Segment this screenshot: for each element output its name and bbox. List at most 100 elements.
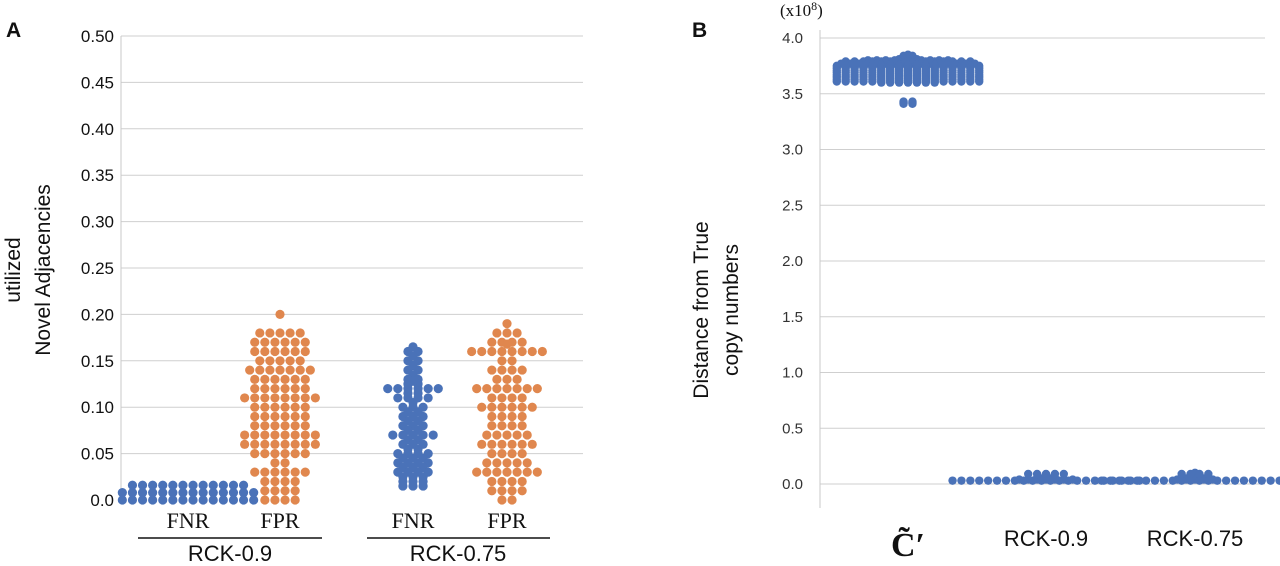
panel-a-point xyxy=(393,384,403,394)
panel-a-point xyxy=(487,486,497,496)
panel-b-point xyxy=(868,77,877,86)
panel-a-y-tick-label: 0.15 xyxy=(81,352,114,371)
panel-a-point xyxy=(507,421,517,431)
panel-a-point xyxy=(300,439,310,449)
panel-b-point xyxy=(1059,469,1069,479)
panel-b-point xyxy=(832,77,841,86)
panel-b-point xyxy=(1097,476,1106,485)
panel-b-y-tick-label: 1.0 xyxy=(782,365,803,382)
panel-a-point xyxy=(300,467,310,477)
panel-a-point xyxy=(492,374,502,384)
panel-a-point xyxy=(255,328,265,338)
panel-a-point xyxy=(497,356,507,366)
panel-a-point xyxy=(285,356,295,366)
panel-a-point xyxy=(507,402,517,412)
panel-a-point xyxy=(310,439,320,449)
panel-a-point xyxy=(290,486,300,496)
panel-a-point xyxy=(487,421,497,431)
panel-a-point xyxy=(255,365,265,375)
panel-b-point xyxy=(1204,469,1213,479)
panel-a-point xyxy=(270,449,280,459)
panel-a-point xyxy=(280,467,290,477)
panel-a-point xyxy=(517,421,527,431)
panel-b-point xyxy=(921,78,930,87)
panel-b-point xyxy=(1037,476,1046,485)
panel-a-point xyxy=(517,402,527,412)
panel-a-point xyxy=(158,495,168,505)
panel-a-point xyxy=(250,430,260,440)
panel-a-point xyxy=(512,328,522,338)
panel-a-point xyxy=(507,346,517,357)
panel-b-y-tick-label: 4.0 xyxy=(782,30,803,47)
panel-a-category-label: FNR xyxy=(167,508,210,533)
panel-b-point xyxy=(1132,476,1142,485)
panel-a-point xyxy=(532,467,542,477)
panel-a-point xyxy=(148,495,158,505)
panel-a-y-tick-label: 0.45 xyxy=(81,73,114,92)
panel-b-point xyxy=(1124,476,1133,485)
panel-a-point xyxy=(275,365,285,375)
panel-a-points xyxy=(117,309,547,505)
panel-a-point xyxy=(275,309,285,319)
panel-a-point xyxy=(280,374,290,384)
panel-a-point xyxy=(300,337,310,347)
panel-a-point xyxy=(512,467,522,477)
panel-a-point xyxy=(245,365,255,375)
panel-b-point xyxy=(1177,469,1186,479)
panel-a-point xyxy=(117,488,127,498)
panel-a-point xyxy=(280,402,290,412)
panel-a-point xyxy=(270,467,280,477)
panel-a-point xyxy=(178,495,188,505)
panel-a-point xyxy=(507,365,517,375)
panel-a-letter: A xyxy=(6,19,21,42)
panel-a-point xyxy=(527,439,537,449)
panel-a-category-label: FPR xyxy=(260,508,299,533)
panel-b-point xyxy=(948,476,957,485)
panel-a-point xyxy=(208,480,218,490)
group-label-rck-075: RCK-0.75 xyxy=(410,541,507,566)
panel-a-point xyxy=(295,365,305,375)
panel-a-point xyxy=(492,384,502,394)
panel-a-point xyxy=(290,430,300,440)
panel-a-point xyxy=(502,339,512,349)
panel-a-point xyxy=(507,486,517,496)
panel-a-point xyxy=(218,488,228,498)
panel-a-point xyxy=(127,495,138,505)
panel-a-point xyxy=(250,384,260,394)
panel-b-point xyxy=(1186,469,1195,479)
panel-a-point xyxy=(260,337,270,347)
panel-a-point xyxy=(512,374,522,384)
panel-b-point xyxy=(1141,476,1151,485)
panel-b-point xyxy=(859,77,868,86)
panel-a-point xyxy=(517,439,527,449)
panel-a-point xyxy=(487,346,497,357)
panel-a-point xyxy=(310,430,320,440)
panel-a-point xyxy=(270,384,280,394)
panel-a-point xyxy=(517,411,527,422)
panel-a-point xyxy=(492,458,502,468)
panel-a-point xyxy=(270,439,280,449)
panel-a-point xyxy=(522,430,532,440)
panel-a-point xyxy=(260,393,270,403)
panel-a-point xyxy=(507,449,517,459)
panel-a-point xyxy=(290,374,300,384)
panel-b-point xyxy=(1081,476,1091,485)
panel-b-point xyxy=(1195,469,1204,479)
panel-b-point xyxy=(1115,476,1124,485)
panel-a-series-2 xyxy=(383,342,443,491)
panel-a-point xyxy=(285,365,295,375)
panel-a-point xyxy=(527,402,537,412)
panel-a-point xyxy=(472,384,482,394)
panel-a-point xyxy=(208,488,218,498)
panel-a-y-tick-label: 0.05 xyxy=(81,445,114,464)
panel-a-point xyxy=(300,384,310,394)
panel-a-point xyxy=(433,384,443,394)
panel-b-ylabel-line2: copy numbers xyxy=(720,244,743,376)
panel-b-point xyxy=(1239,476,1249,485)
panel-a-point xyxy=(300,449,310,459)
panel-a-point xyxy=(238,495,249,505)
panel-a-y-tick-label: 0.50 xyxy=(81,27,114,46)
panel-a-point xyxy=(497,486,507,496)
panel-a-point xyxy=(512,458,522,468)
panel-b-series-1 xyxy=(948,469,1144,485)
